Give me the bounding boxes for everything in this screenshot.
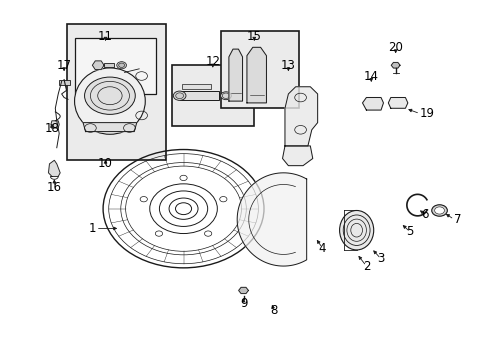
Polygon shape [285,87,317,146]
Text: 11: 11 [98,30,113,43]
Polygon shape [92,61,104,69]
Ellipse shape [339,211,373,250]
Polygon shape [48,160,60,176]
Polygon shape [228,49,242,101]
Polygon shape [362,98,383,110]
Bar [179,91,218,100]
Text: 14: 14 [363,69,378,82]
Ellipse shape [74,68,145,134]
Circle shape [431,205,447,216]
Polygon shape [387,98,407,108]
Polygon shape [51,121,59,128]
Circle shape [84,77,135,114]
Bar [172,65,254,126]
Text: 18: 18 [44,122,59,135]
Text: 12: 12 [205,55,220,68]
Bar [104,63,114,67]
Bar [75,39,156,94]
Text: 20: 20 [387,41,402,54]
Text: 15: 15 [246,30,261,43]
Bar [182,84,211,89]
Text: 3: 3 [377,252,384,265]
Polygon shape [282,146,312,166]
Text: 19: 19 [419,107,434,120]
Text: 13: 13 [281,59,295,72]
Text: 1: 1 [88,222,96,235]
Bar [59,80,70,85]
Polygon shape [390,62,399,68]
Text: 5: 5 [406,225,413,238]
Circle shape [173,91,185,100]
Bar [66,24,166,160]
Polygon shape [238,287,248,293]
Circle shape [434,207,444,214]
Polygon shape [237,173,306,266]
Text: 17: 17 [57,59,71,72]
Polygon shape [246,47,266,103]
Text: 10: 10 [98,157,113,170]
Ellipse shape [220,92,231,100]
Text: 8: 8 [269,305,277,318]
Text: 2: 2 [362,260,369,273]
Circle shape [117,62,126,69]
Text: 4: 4 [318,242,325,255]
Text: 7: 7 [453,213,461,226]
Bar [221,31,299,108]
Text: 16: 16 [47,181,61,194]
Polygon shape [83,123,137,132]
Text: 9: 9 [239,297,247,310]
Text: 6: 6 [420,208,428,221]
